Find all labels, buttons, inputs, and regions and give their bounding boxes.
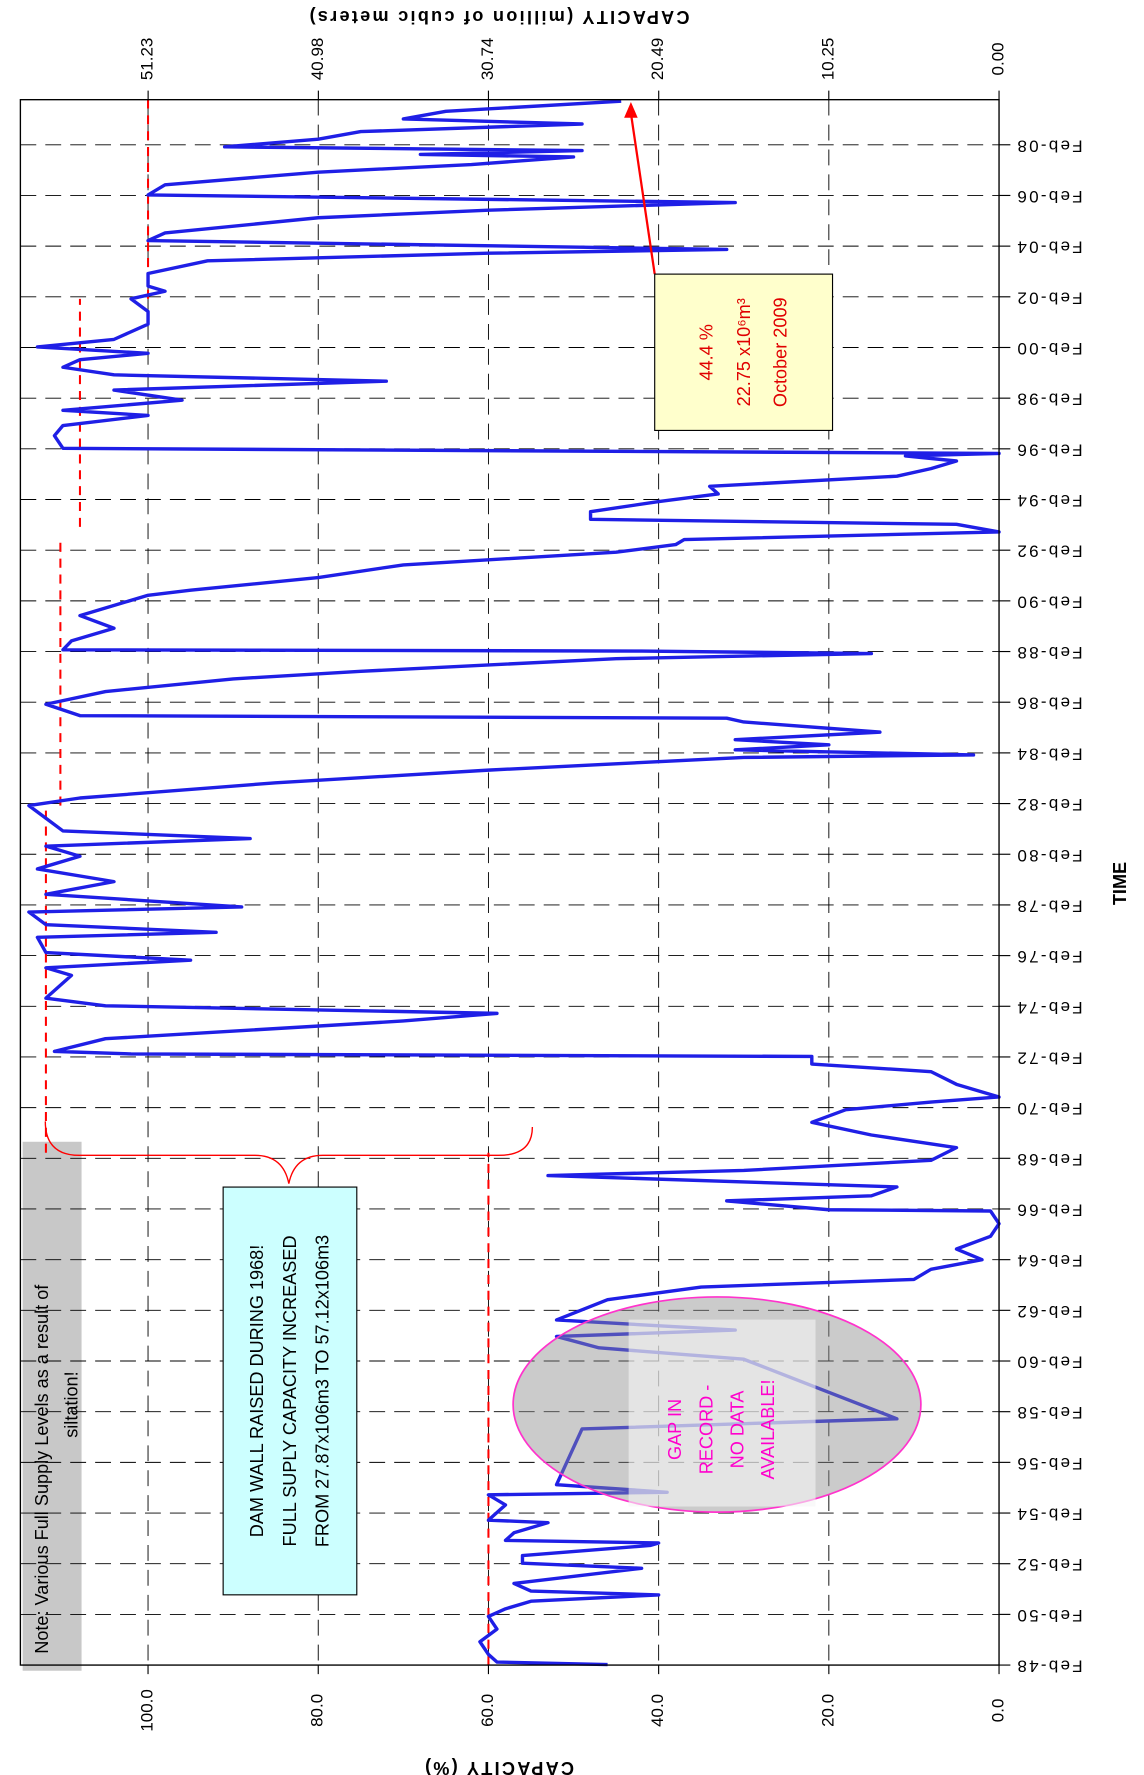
- y2-tick-label: 40.98: [308, 38, 327, 81]
- x-tick-label: Feb-80: [1015, 846, 1082, 865]
- x-tick-label: Feb-96: [1015, 440, 1082, 459]
- x-tick-label: Feb-68: [1015, 1150, 1082, 1169]
- x-tick-label: Feb-84: [1015, 744, 1082, 763]
- x-tick-label: Feb-52: [1015, 1555, 1082, 1574]
- note-box: [22, 1141, 82, 1671]
- x-tick-label: Feb-08: [1015, 136, 1082, 155]
- x-tick-label: Feb-48: [1015, 1657, 1082, 1676]
- x-tick-label: Feb-66: [1015, 1200, 1082, 1219]
- x-tick-label: Feb-62: [1015, 1302, 1082, 1321]
- y-tick-label: 0.0: [989, 1699, 1008, 1723]
- y-tick-label: 100.0: [138, 1689, 157, 1732]
- y-tick-label: 20.0: [818, 1694, 837, 1727]
- y-tick-label: 60.0: [478, 1694, 497, 1727]
- x-tick-label: Feb-86: [1015, 694, 1082, 713]
- x-tick-label: Feb-50: [1015, 1606, 1082, 1625]
- gap-text: NO DATA: [727, 1390, 747, 1469]
- x-tick-label: Feb-04: [1015, 238, 1082, 257]
- arrow-head: [624, 101, 638, 118]
- current-text: 22.75 x10⁶m³: [734, 298, 754, 406]
- current-text: October 2009: [770, 297, 790, 407]
- x-tick-label: Feb-00: [1015, 339, 1082, 358]
- dam-box: [222, 1186, 358, 1596]
- tick-labels: Feb-48 Feb-50 Feb-52 Feb-54 Feb-56 Feb-58 Feb-…: [138, 38, 1083, 1732]
- gap-text: AVAILABLE!: [758, 1379, 778, 1479]
- brace: [44, 1121, 534, 1184]
- x-tick-label: Feb-94: [1015, 491, 1082, 510]
- dam-text: FULL SUPLY CAPACITY INCREASED: [280, 1235, 300, 1546]
- y2-tick-label: 10.25: [818, 38, 837, 81]
- note-text: Note: Various Full Supply Levels as a re…: [32, 1284, 52, 1654]
- x-tick-label: Feb-72: [1015, 1048, 1082, 1067]
- y2-axis-title: CAPACITY (million of cubic meters): [307, 7, 689, 27]
- x-tick-label: Feb-60: [1015, 1353, 1082, 1372]
- x-tick-label: Feb-70: [1015, 1099, 1082, 1118]
- x-tick-label: Feb-54: [1015, 1505, 1082, 1524]
- x-tick-label: Feb-06: [1015, 187, 1082, 206]
- y-tick-label: 40.0: [648, 1694, 667, 1727]
- plot: [27, 99, 1001, 1667]
- current-box: [654, 273, 834, 431]
- y-axis-title: CAPACITY (%): [423, 1758, 574, 1775]
- gap-box: [628, 1319, 816, 1507]
- x-tick-label: Feb-78: [1015, 896, 1082, 915]
- x-tick-label: Feb-88: [1015, 643, 1082, 662]
- plot-frame: [19, 98, 1000, 1666]
- gap-text: GAP IN: [665, 1399, 685, 1460]
- x-tick-label: Feb-74: [1015, 998, 1082, 1017]
- current-text: 44.4 %: [697, 324, 717, 380]
- note-text: siltation!: [61, 1371, 81, 1437]
- x-tick-label: Feb-56: [1015, 1454, 1082, 1473]
- x-tick-label: Feb-76: [1015, 947, 1082, 966]
- grid: [20, 90, 1011, 1675]
- dam-text: DAM WALL RAISED DURING 1968!: [247, 1245, 267, 1538]
- x-tick-label: Feb-98: [1015, 390, 1082, 409]
- x-tick-label: Feb-02: [1015, 288, 1082, 307]
- y-tick-label: 80.0: [308, 1694, 327, 1727]
- x-tick-label: Feb-92: [1015, 542, 1082, 561]
- x-tick-label: Feb-64: [1015, 1251, 1082, 1270]
- y2-tick-label: 30.74: [478, 38, 497, 81]
- dam-text: FROM 27.87x106m3 TO 57.12x106m3: [313, 1235, 333, 1547]
- x-tick-label: Feb-82: [1015, 795, 1082, 814]
- gap-text: RECORD -: [697, 1385, 717, 1475]
- x-tick-label: Feb-58: [1015, 1403, 1082, 1422]
- y2-tick-label: 0.00: [989, 42, 1008, 75]
- arrow: [629, 113, 656, 275]
- data-line: [27, 99, 1001, 1667]
- y2-tick-label: 51.23: [138, 38, 157, 81]
- y2-tick-label: 20.49: [648, 38, 667, 81]
- x-tick-label: Feb-90: [1015, 592, 1082, 611]
- x-axis-title: TIME: [1110, 862, 1130, 905]
